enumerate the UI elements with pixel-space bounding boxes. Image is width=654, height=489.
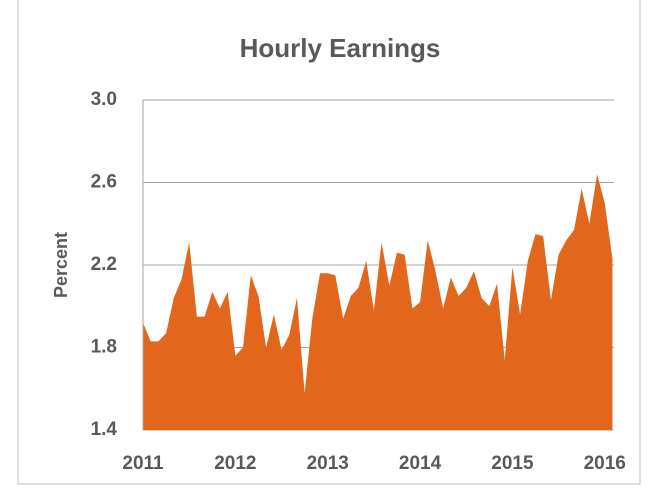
x-tick-label: 2013 [307, 453, 349, 474]
x-tick-label: 2011 [122, 453, 164, 474]
x-tick-label: 2015 [491, 453, 534, 474]
y-tick-label: 2.2 [91, 254, 117, 275]
x-tick-label: 2014 [399, 453, 442, 474]
y-axis-label: Percent [51, 232, 71, 298]
x-tick-label: 2012 [214, 453, 256, 474]
y-tick-label: 2.6 [91, 172, 117, 193]
x-tick-label: 2016 [584, 453, 626, 474]
area [143, 174, 613, 430]
chart-frame [17, 0, 641, 485]
y-tick-label: 1.4 [91, 419, 118, 440]
y-tick-label: 3.0 [91, 89, 117, 110]
chart-title: Hourly Earnings [240, 33, 441, 63]
y-tick-label: 1.8 [91, 337, 117, 358]
